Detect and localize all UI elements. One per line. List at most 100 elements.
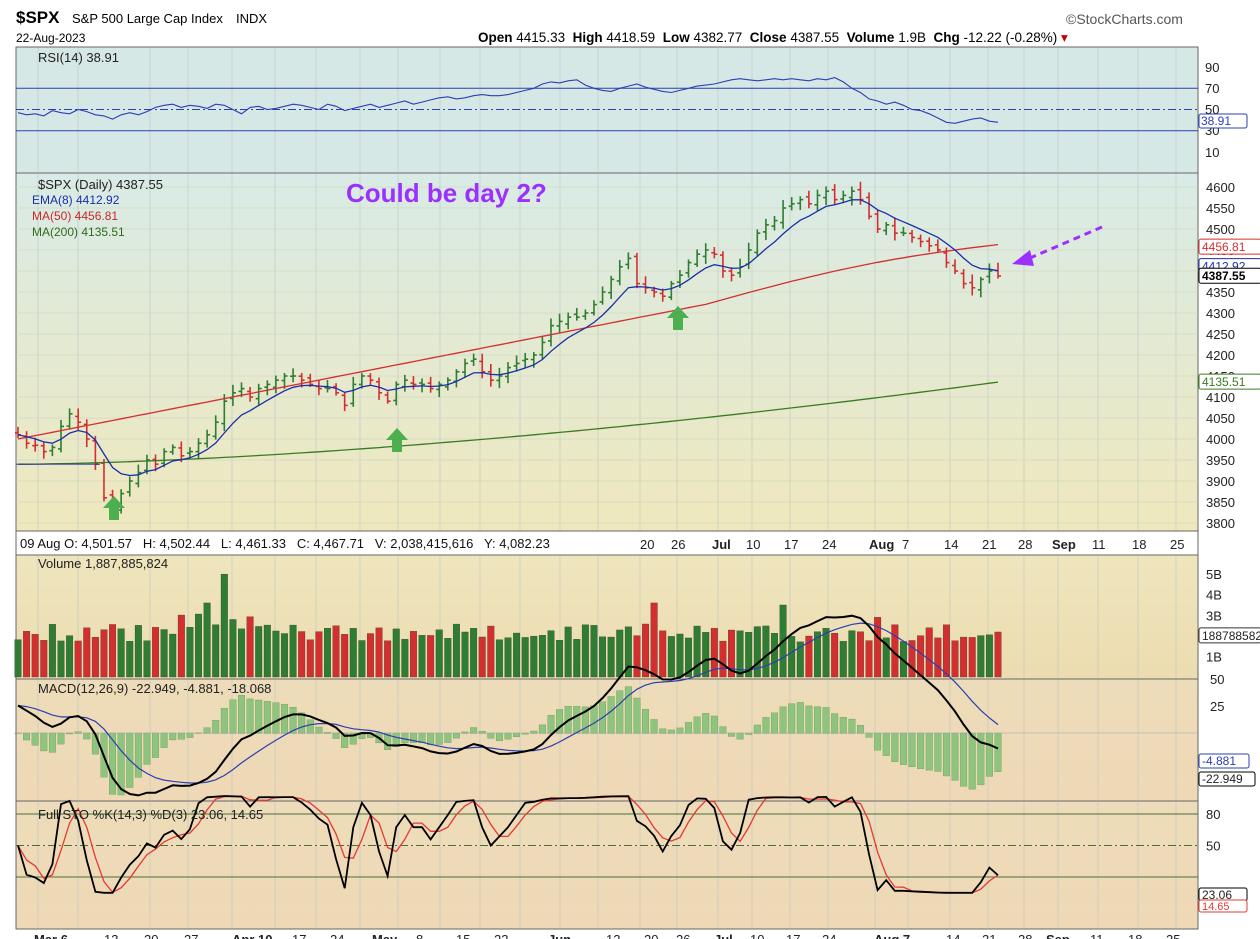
volume-bar bbox=[152, 627, 159, 678]
macd-histogram-bar bbox=[874, 732, 882, 751]
bottom-date-label: 27 bbox=[184, 932, 198, 939]
macd-histogram-bar bbox=[57, 732, 65, 745]
date-tick-label: 25 bbox=[1170, 537, 1184, 552]
macd-histogram-bar bbox=[470, 727, 478, 734]
macd-histogram-bar bbox=[985, 732, 993, 777]
date-tick-label: 10 bbox=[746, 537, 760, 552]
macd-histogram-bar bbox=[573, 706, 581, 734]
macd-histogram-bar bbox=[788, 703, 796, 734]
macd-histogram-bar bbox=[315, 726, 323, 734]
volume-bar bbox=[74, 640, 82, 678]
bottom-date-label: 28 bbox=[1018, 932, 1032, 939]
volume-bar bbox=[48, 624, 56, 678]
volume-bar bbox=[599, 636, 607, 678]
ema-legend: EMA(8) 4412.92 bbox=[32, 193, 120, 207]
volume-bar bbox=[624, 626, 632, 678]
volume-bar bbox=[117, 628, 125, 678]
change-value: -12.22 (-0.28%) bbox=[963, 30, 1058, 45]
volume-bar bbox=[513, 632, 521, 678]
volume-bar bbox=[822, 628, 830, 678]
price-tick-label: 4350 bbox=[1206, 285, 1235, 300]
volume-bar bbox=[796, 641, 804, 678]
sto-plot bbox=[16, 795, 1198, 894]
volume-bar bbox=[289, 624, 297, 678]
macd-histogram-bar bbox=[942, 732, 950, 777]
sto-d-badge-text: 14.65 bbox=[1202, 901, 1230, 913]
macd-histogram-bar bbox=[805, 705, 813, 734]
bottom-date-label: 24 bbox=[330, 932, 344, 939]
macd-signal-badge bbox=[1198, 753, 1250, 769]
macd-histogram-bar bbox=[951, 732, 959, 781]
bottom-date-label: 17 bbox=[292, 932, 306, 939]
bottom-date-label: 10 bbox=[750, 932, 764, 939]
macd-histogram-bar bbox=[556, 709, 564, 734]
volume-bar bbox=[478, 636, 486, 678]
price-tick-label: 4000 bbox=[1206, 432, 1235, 447]
volume-bar bbox=[160, 629, 168, 678]
macd-histogram-bar bbox=[642, 708, 649, 734]
volume-bar bbox=[504, 637, 512, 678]
price-tick-label: 4550 bbox=[1206, 201, 1235, 216]
macd-histogram-bar bbox=[83, 732, 91, 740]
volume-bar bbox=[461, 631, 469, 678]
high-value: 4418.59 bbox=[606, 30, 656, 45]
date-tick-label: 17 bbox=[784, 537, 798, 552]
macd-histogram-bar bbox=[538, 724, 546, 734]
price-panel bbox=[15, 172, 1199, 532]
macd-histogram-bar bbox=[659, 728, 667, 734]
volume-bar bbox=[143, 640, 151, 678]
bottom-date-label: 26 bbox=[676, 932, 690, 939]
volume-bar bbox=[719, 640, 727, 678]
volume-bar bbox=[693, 625, 701, 678]
macd-histogram-bar bbox=[530, 730, 538, 734]
macd-histogram-bar bbox=[229, 699, 237, 734]
macd-histogram-bar bbox=[796, 702, 804, 734]
volume-bar bbox=[908, 640, 916, 678]
macd-histogram-bar bbox=[667, 729, 675, 734]
volume-bar bbox=[427, 635, 435, 678]
price-badge-close bbox=[1198, 267, 1260, 284]
macd-histogram-bar bbox=[452, 732, 460, 739]
volume-bar bbox=[315, 631, 323, 678]
purple-arrow-head-icon bbox=[1012, 250, 1034, 266]
macd-histogram-bar bbox=[169, 732, 177, 741]
macd-line bbox=[17, 614, 999, 797]
price-tick-label: 4050 bbox=[1206, 411, 1235, 426]
macd-histogram-bar bbox=[736, 732, 744, 740]
annotation-text: Could be day 2? bbox=[346, 178, 547, 208]
sto-k-badge-text: 23.06 bbox=[1202, 888, 1232, 902]
volume-bar bbox=[495, 639, 503, 678]
volume-bar bbox=[487, 625, 495, 678]
volume-bar bbox=[134, 625, 142, 678]
volume-bar bbox=[384, 640, 392, 678]
price-tick-label: 3850 bbox=[1206, 495, 1235, 510]
volume-bar bbox=[66, 635, 74, 678]
date-tick-label: 24 bbox=[822, 537, 836, 552]
macd-histogram-bar bbox=[160, 732, 168, 748]
date-tick-label: Jul bbox=[712, 537, 731, 552]
volume-bar bbox=[109, 624, 117, 678]
macd-histogram-bar bbox=[908, 732, 916, 768]
sto-tick-label: 80 bbox=[1206, 807, 1220, 822]
volume-bar bbox=[177, 614, 185, 678]
date-tick-label: 18 bbox=[1132, 537, 1146, 552]
macd-histogram-bar bbox=[685, 722, 692, 734]
ma50-legend: MA(50) 4456.81 bbox=[32, 209, 118, 223]
volume-bar bbox=[126, 641, 134, 678]
volume-bar bbox=[91, 637, 99, 678]
volume-bar bbox=[246, 616, 254, 678]
macd-histogram-bar bbox=[857, 725, 864, 734]
price-legend-main: $SPX (Daily) 4387.55 bbox=[38, 177, 163, 192]
volume-bar bbox=[538, 635, 546, 678]
volume-bar bbox=[281, 633, 288, 678]
green-up-arrow-icon bbox=[667, 306, 689, 330]
macd-tick-label: 25 bbox=[1210, 699, 1224, 714]
macd-histogram-bar bbox=[917, 732, 925, 769]
macd-histogram-bar bbox=[590, 705, 598, 734]
price-badge-ma200 bbox=[1198, 373, 1260, 390]
macd-histogram-bar bbox=[504, 732, 512, 740]
volume-bar bbox=[985, 634, 993, 678]
axes: 907050301038.914600455045004450440043504… bbox=[34, 60, 1260, 939]
macd-histogram-bar bbox=[478, 731, 486, 734]
